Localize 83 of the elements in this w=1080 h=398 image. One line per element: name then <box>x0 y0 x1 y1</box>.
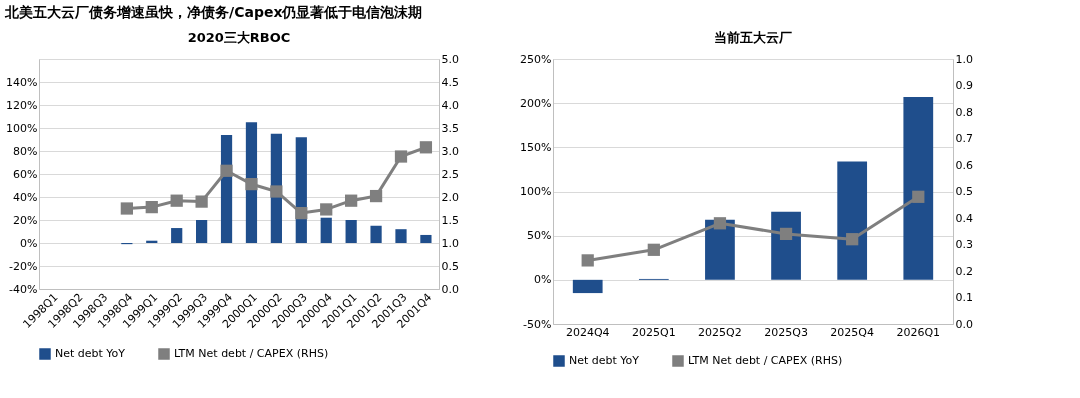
chart-title: 当前五大云厂 <box>714 30 792 45</box>
point <box>581 254 594 267</box>
y2-tick-label: 0.4 <box>955 211 973 225</box>
y2-tick-label: 0.7 <box>955 132 973 145</box>
point <box>647 243 660 256</box>
bar <box>705 219 735 280</box>
y2-tick-label: 0.5 <box>955 185 973 198</box>
legend-label: LTM Net debt / CAPEX (RHS) <box>174 347 329 360</box>
bar <box>903 96 934 280</box>
y2-tick-label: 2.5 <box>441 167 459 181</box>
y-tick-label: 150% <box>520 140 552 154</box>
y2-tick-label: 4.0 <box>441 98 459 112</box>
point <box>195 195 208 208</box>
point <box>394 150 408 163</box>
bar <box>771 211 801 280</box>
point <box>145 201 158 214</box>
point <box>419 141 433 154</box>
y2-tick-label: 2.0 <box>441 190 459 204</box>
y2-tick-label: 0.9 <box>955 79 973 92</box>
x-tick-label: 2025Q1 <box>632 325 676 339</box>
point <box>912 190 925 203</box>
y-tick-label: 60% <box>13 167 38 181</box>
point <box>369 189 383 203</box>
bar <box>395 229 407 243</box>
y2-tick-label: 1.0 <box>955 52 973 66</box>
y2-tick-label: 5.0 <box>441 52 459 66</box>
point <box>270 185 283 198</box>
bar <box>370 225 382 243</box>
x-tick-label: 2025Q3 <box>764 325 808 339</box>
bar <box>171 228 183 243</box>
y-tick-label: 140% <box>6 75 38 89</box>
bar <box>837 161 868 280</box>
y-tick-label: 120% <box>6 98 38 112</box>
y2-tick-label: 0.0 <box>441 282 459 296</box>
y2-tick-label: 0.3 <box>955 238 973 251</box>
y-tick-label: 50% <box>527 229 552 243</box>
y-tick-label: 20% <box>13 213 38 227</box>
legend-label: Net debt YoY <box>55 347 126 360</box>
y-tick-label: 250% <box>520 52 552 66</box>
y-tick-label: 100% <box>520 185 552 198</box>
point <box>713 217 727 230</box>
y2-tick-label: 0.1 <box>955 291 973 304</box>
y2-tick-label: 3.0 <box>441 144 459 158</box>
y2-tick-label: 3.5 <box>441 121 459 135</box>
y2-tick-label: 0.0 <box>955 317 973 331</box>
y-tick-label: 0% <box>534 273 552 287</box>
y2-tick-label: 4.5 <box>441 75 459 89</box>
bar <box>345 220 357 243</box>
point <box>320 203 333 216</box>
legend-label: LTM Net debt / CAPEX (RHS) <box>688 354 843 367</box>
bar <box>420 234 432 243</box>
text: 北美五大云厂债务增速虽快，净债务/Capex仍显著低于电信泡沫期 <box>4 3 423 20</box>
x-tick-label: 2025Q2 <box>698 325 742 339</box>
point <box>779 227 793 241</box>
y2-tick-label: 1.0 <box>441 236 459 250</box>
point <box>345 194 358 207</box>
bar <box>320 217 332 243</box>
y-tick-label: 200% <box>520 96 552 110</box>
x-tick-label: 2025Q4 <box>830 325 874 339</box>
y2-tick-label: 0.5 <box>441 259 459 273</box>
y2-tick-label: 1.5 <box>441 213 459 227</box>
point <box>846 233 859 246</box>
y-tick-label: -40% <box>9 282 38 296</box>
bar <box>572 279 603 294</box>
point <box>170 194 183 207</box>
point <box>220 164 233 177</box>
x-tick-label: 2024Q4 <box>565 325 610 339</box>
y-tick-label: -20% <box>9 259 38 273</box>
chart-title: 2020三大RBOC <box>187 30 291 45</box>
legend-label: Net debt YoY <box>569 354 640 367</box>
y-tick-label: -50% <box>523 317 552 331</box>
y-tick-label: 100% <box>6 121 38 135</box>
point <box>245 178 258 191</box>
point <box>120 202 133 215</box>
y-tick-label: 80% <box>13 144 38 158</box>
y2-tick-label: 0.8 <box>955 105 973 119</box>
y-tick-label: 40% <box>13 190 38 204</box>
y2-tick-label: 0.2 <box>955 264 973 278</box>
point <box>295 206 308 220</box>
bar <box>196 220 208 243</box>
y2-tick-label: 0.6 <box>955 158 973 172</box>
y-tick-label: 0% <box>20 236 38 250</box>
x-tick-label: 2026Q1 <box>896 325 941 339</box>
